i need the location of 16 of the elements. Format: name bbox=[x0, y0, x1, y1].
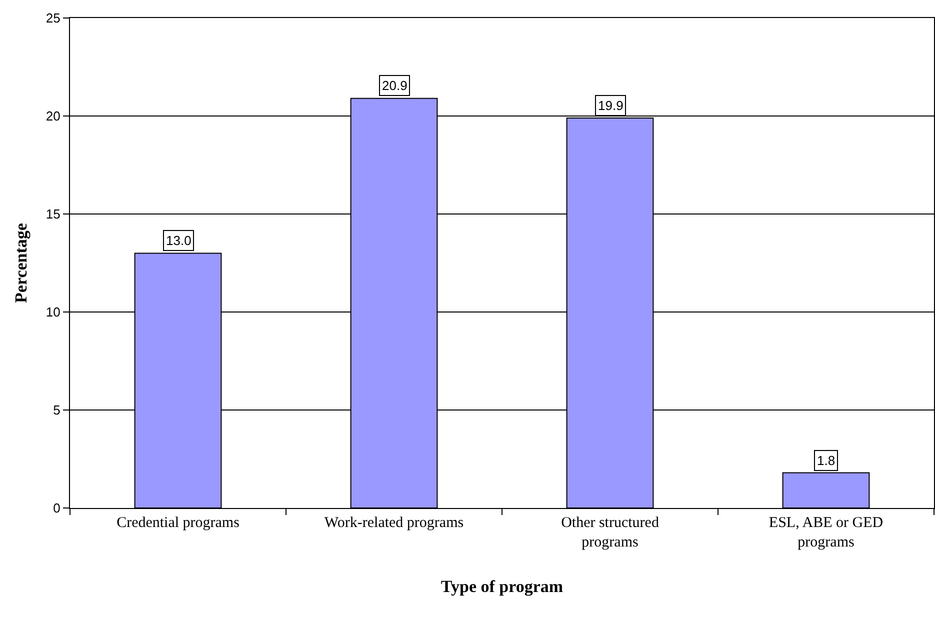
data-label: 13.0 bbox=[166, 233, 192, 248]
x-tick-label: Credential programs bbox=[116, 515, 240, 531]
y-tick-label: 0 bbox=[53, 500, 60, 516]
y-tick-label: 20 bbox=[46, 108, 60, 124]
data-label: 1.8 bbox=[817, 453, 836, 468]
y-tick-label: 15 bbox=[46, 206, 60, 222]
y-tick-label: 5 bbox=[53, 402, 60, 418]
x-tick-label: Other structured programs bbox=[561, 515, 660, 550]
x-tick-label: ESL, ABE or GED programs bbox=[768, 515, 884, 550]
x-tick-label: Work-related programs bbox=[324, 515, 464, 531]
y-axis-title: Percentage bbox=[11, 222, 30, 303]
data-label: 20.9 bbox=[382, 78, 408, 93]
x-axis-title: Type of program bbox=[440, 576, 564, 596]
y-tick-label: 10 bbox=[46, 304, 60, 320]
y-tick-label: 25 bbox=[46, 10, 60, 26]
data-label: 19.9 bbox=[598, 98, 624, 113]
